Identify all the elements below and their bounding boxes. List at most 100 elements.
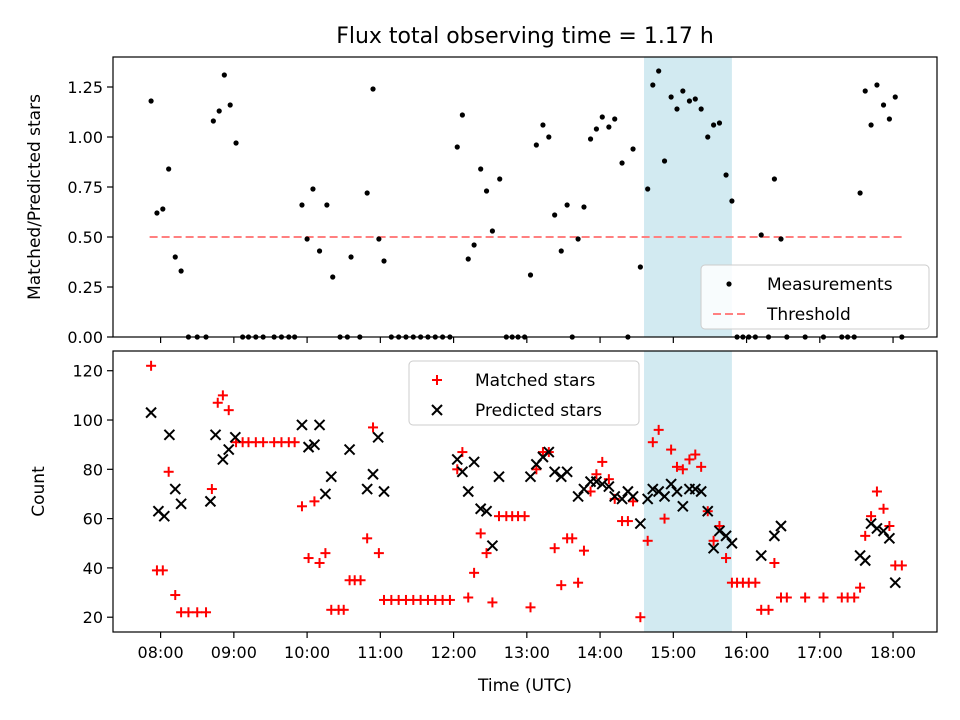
data-point [519, 511, 530, 522]
data-point [859, 554, 871, 567]
data-point [612, 116, 618, 122]
y-tick-label: 120 [72, 362, 103, 381]
data-point [702, 505, 714, 517]
data-point [696, 461, 707, 472]
data-point [866, 511, 877, 522]
y-tick-label: 60 [83, 510, 103, 529]
data-point [716, 120, 723, 126]
legend-label: Measurements [767, 275, 893, 295]
data-point [489, 228, 496, 234]
y-tick-label: 0.00 [67, 328, 103, 347]
data-point [758, 232, 764, 238]
data-point [170, 590, 181, 601]
x-tick-label: 11:00 [357, 643, 403, 662]
data-point [474, 503, 487, 515]
legend-label: Predicted stars [475, 401, 602, 421]
data-point [372, 431, 384, 443]
data-point [581, 204, 587, 210]
x-tick-label: 09:00 [211, 643, 257, 662]
data-point [299, 202, 305, 208]
data-point [556, 580, 567, 591]
data-point [221, 72, 227, 78]
data-point [665, 478, 677, 490]
data-point [661, 158, 668, 164]
data-point [289, 437, 300, 448]
data-point [587, 136, 594, 142]
legend-marker [726, 281, 732, 287]
data-point [533, 142, 539, 148]
data-point [310, 186, 316, 192]
data-point [567, 533, 578, 544]
data-point [487, 597, 498, 608]
x-tick-label: 12:00 [431, 643, 477, 662]
data-point [723, 172, 729, 178]
data-point [486, 540, 499, 552]
data-point [370, 86, 376, 92]
data-point [546, 134, 552, 140]
data-point [376, 236, 382, 242]
data-point [721, 553, 732, 564]
data-point [666, 444, 677, 455]
data-point [210, 118, 216, 124]
data-point [597, 456, 608, 467]
data-point [692, 96, 698, 102]
data-point [892, 94, 898, 100]
data-point [674, 106, 680, 112]
data-point [364, 190, 370, 196]
data-point [451, 453, 463, 466]
x-tick-label: 08:00 [138, 643, 184, 662]
data-point [206, 484, 217, 495]
y-tick-label: 40 [83, 559, 103, 578]
data-point [755, 549, 767, 562]
y-tick-label: 20 [83, 608, 103, 627]
data-point [896, 560, 907, 571]
data-point [216, 108, 222, 114]
data-point [630, 146, 636, 152]
data-point [729, 198, 735, 204]
data-point [525, 602, 536, 613]
data-point [606, 124, 612, 130]
data-point [769, 557, 780, 568]
data-point [871, 522, 883, 535]
legend-label: Threshold [766, 305, 851, 325]
y-tick-label: 0.25 [67, 278, 103, 297]
data-point [668, 94, 674, 100]
data-point [146, 360, 157, 371]
data-point [233, 140, 239, 146]
data-point [348, 254, 354, 260]
x-tick-label: 13:00 [504, 643, 550, 662]
data-point [658, 490, 671, 503]
data-point [166, 166, 172, 172]
data-point [169, 483, 181, 495]
data-point [561, 466, 573, 478]
data-point [343, 443, 356, 456]
data-point [641, 493, 654, 505]
series-matched-stars [146, 360, 907, 623]
y-axis-label: Matched/Predicted stars [25, 94, 45, 300]
legend-box [700, 264, 930, 330]
y-tick-label: 0.75 [67, 178, 103, 197]
y-tick-label: 0.50 [67, 228, 103, 247]
data-point [160, 206, 166, 212]
data-point [296, 419, 308, 431]
count-panel: 20 40 60 80 100 120 08:00 09:00 10:00 11:00 12:00 1… [29, 350, 938, 696]
data-point [883, 532, 896, 545]
data-point [818, 592, 829, 603]
data-point [698, 106, 704, 112]
data-point [381, 258, 387, 264]
data-point [690, 449, 701, 460]
data-point [868, 122, 874, 128]
data-point [886, 116, 892, 122]
data-point [572, 490, 584, 503]
data-point [480, 505, 493, 517]
legend-box [408, 360, 640, 426]
data-point [684, 454, 695, 465]
data-point [463, 592, 474, 603]
data-point [223, 405, 234, 416]
data-point [145, 406, 157, 419]
data-point [471, 242, 477, 248]
data-point [619, 160, 625, 166]
data-point [686, 98, 693, 104]
data-point [677, 464, 688, 475]
x-tick-label: 10:00 [284, 643, 330, 662]
